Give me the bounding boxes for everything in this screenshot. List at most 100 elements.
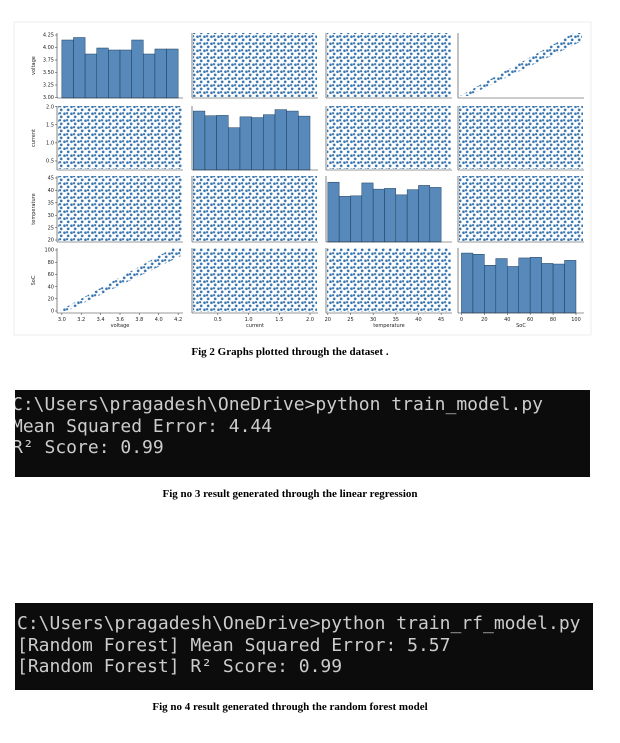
figure-frame <box>13 21 592 336</box>
terminal-line: Mean Squared Error: 4.44 <box>15 416 273 437</box>
x-tick-label: 3.0 <box>58 317 66 323</box>
y-tick-label: 30 <box>48 213 54 219</box>
y-tick-label: 4.25 <box>43 33 54 39</box>
histogram-bar <box>61 39 74 99</box>
x-axis-label: SoC <box>516 323 526 329</box>
histogram-bar <box>84 53 97 99</box>
y-tick-label: 80 <box>48 260 54 266</box>
histogram-bar <box>418 185 431 243</box>
y-tick-label: 40 <box>48 284 54 290</box>
terminal: C:\Users\pragadesh\OneDrive>python train… <box>15 603 593 690</box>
x-axis-label: voltage <box>111 323 130 329</box>
histogram-bar <box>406 189 419 243</box>
caption: Fig no 4 result generated through the ra… <box>152 701 428 713</box>
pairplot: 3.003.253.503.754.004.253.0 3.2 3.4 3.6 3.8 4… <box>13 21 592 336</box>
scatter-cloud <box>58 176 182 241</box>
histogram-bar <box>239 116 252 171</box>
histogram-bar <box>216 115 229 171</box>
x-tick-label: 30 <box>370 317 376 323</box>
histogram-bar <box>96 47 109 99</box>
y-axis-label: current <box>31 129 37 147</box>
histogram-bar <box>372 188 385 243</box>
histogram-bar <box>204 115 217 171</box>
histogram-bar <box>495 258 508 314</box>
scatter-cloud <box>460 33 582 96</box>
histogram-bar <box>541 263 554 314</box>
x-tick-label: 3.4 <box>97 317 105 323</box>
histogram-bar <box>518 257 531 314</box>
y-axis-label: temperature <box>31 193 37 224</box>
x-tick-label: 4.2 <box>174 317 182 323</box>
x-axis-label: current <box>246 323 264 329</box>
histogram-bar <box>286 110 299 171</box>
x-tick-label: 4.0 <box>155 317 163 323</box>
histogram-bar <box>263 114 276 171</box>
y-tick-label: 1.5 <box>46 123 54 129</box>
y-tick-label: 3.75 <box>43 58 54 64</box>
y-axis-label: voltage <box>31 56 37 75</box>
histogram-bar <box>552 263 565 314</box>
y-tick-label: 3.25 <box>43 83 54 89</box>
x-tick-label: 45 <box>438 317 444 323</box>
histogram-bar <box>564 260 577 314</box>
histogram-bar <box>73 37 86 99</box>
histogram-bar <box>131 39 144 99</box>
y-tick-label: 0 <box>51 309 54 315</box>
x-tick-label: 80 <box>550 317 556 323</box>
y-tick-label: 35 <box>48 200 54 206</box>
histogram-bar <box>251 117 264 171</box>
x-tick-label: 60 <box>527 317 533 323</box>
scatter-cloud <box>193 176 317 241</box>
y-axis-label: SoC <box>31 275 37 285</box>
scatter-cloud <box>59 248 181 311</box>
histogram-bar <box>350 195 363 243</box>
histogram-bar <box>484 265 497 314</box>
terminal: C:\Users\pragadesh\OneDrive>python train… <box>15 390 590 477</box>
x-tick-label: 2.0 <box>306 317 314 323</box>
terminal-line: C:\Users\pragadesh\OneDrive>python train… <box>15 394 544 415</box>
scatter-cloud <box>459 106 583 169</box>
x-tick-label: 0 <box>460 317 463 323</box>
y-tick-label: 40 <box>48 188 54 194</box>
scatter-cloud <box>193 248 317 312</box>
terminal-line: C:\Users\pragadesh\OneDrive>python train… <box>17 613 581 634</box>
histogram-bar <box>361 182 374 243</box>
scatter-cloud <box>459 176 583 241</box>
scatter-cloud <box>193 33 317 97</box>
y-tick-label: 25 <box>48 225 54 231</box>
x-tick-label: 100 <box>571 317 581 323</box>
histogram-bar <box>298 115 311 171</box>
caption: Fig 2 Graphs plotted through the dataset… <box>191 346 389 358</box>
histogram-bar <box>154 48 167 99</box>
x-tick-label: 40 <box>504 317 510 323</box>
y-tick-label: 3.00 <box>43 95 54 101</box>
y-tick-label: 20 <box>48 238 54 244</box>
scatter-cloud <box>327 106 451 169</box>
histogram-bar <box>395 194 408 243</box>
x-tick-label: 35 <box>393 317 399 323</box>
histogram-bar <box>384 188 397 243</box>
histogram-bar <box>166 48 179 99</box>
histogram-bar <box>472 254 485 314</box>
scatter-cloud <box>58 106 182 169</box>
histogram-bar <box>274 109 287 171</box>
histogram-bar <box>507 266 519 314</box>
terminal-line: [Random Forest] Mean Squared Error: 5.57 <box>17 635 451 656</box>
x-tick-label: 20 <box>481 317 487 323</box>
y-tick-label: 45 <box>48 176 54 182</box>
x-tick-label: 1.5 <box>275 317 283 323</box>
terminal-line: [Random Forest] R² Score: 0.99 <box>17 656 343 677</box>
y-tick-label: 20 <box>48 296 54 302</box>
x-tick-label: 40 <box>415 317 421 323</box>
x-tick-label: 0.5 <box>214 317 222 323</box>
terminal-line: R² Score: 0.99 <box>15 437 164 458</box>
histogram-bar <box>143 53 156 99</box>
histogram-bar <box>338 196 351 243</box>
x-axis-label: temperature <box>373 323 404 329</box>
y-tick-label: 60 <box>48 272 54 278</box>
x-tick-label: 3.6 <box>116 317 124 323</box>
histogram-bar <box>327 181 340 243</box>
scatter-cloud <box>327 248 451 312</box>
histogram-bar <box>228 127 241 171</box>
